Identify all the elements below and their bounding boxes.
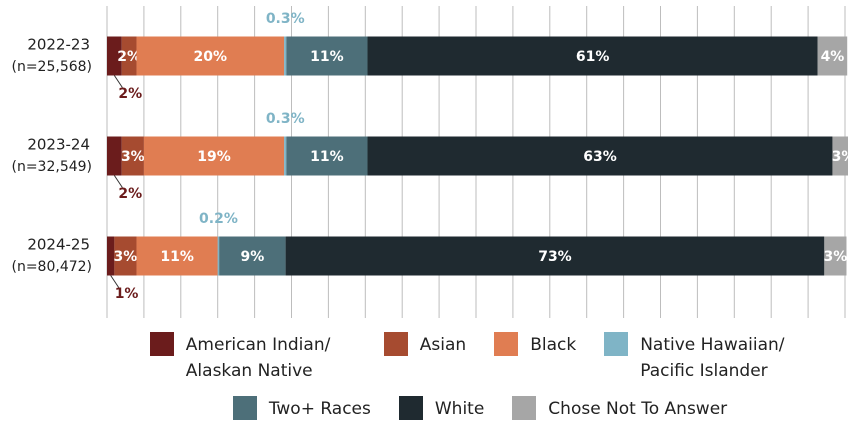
value-label: 3%: [832, 149, 848, 165]
legend-swatch: [494, 332, 519, 356]
sample-size: (n=25,568): [11, 59, 92, 75]
legend-swatch: [149, 332, 174, 356]
value-label: 3%: [121, 149, 145, 165]
value-label: 2%: [117, 49, 141, 65]
value-label: 61%: [576, 49, 610, 65]
value-label: 73%: [538, 249, 572, 265]
legend-swatch: [604, 332, 629, 356]
legend-item: White: [398, 396, 485, 422]
legend-swatch: [398, 396, 423, 420]
bar-segment: [219, 236, 286, 276]
legend-item: Asian: [383, 332, 467, 384]
legend: American Indian/ Alaskan Native Asian Blac…: [120, 332, 840, 422]
bar-segment: [284, 136, 287, 176]
bar-segment: [121, 36, 137, 76]
bar-segment: [285, 236, 825, 276]
value-label: 2%: [118, 186, 142, 202]
legend-label: Black: [530, 335, 577, 355]
legend-item: Black: [494, 332, 576, 384]
bar-segment: [284, 36, 287, 76]
category-label: 2024-25: [27, 236, 90, 254]
value-label: 20%: [194, 49, 228, 65]
bar-segment: [121, 136, 144, 176]
value-label: 11%: [310, 49, 344, 65]
leader-line: [113, 75, 123, 88]
legend-label: Native Hawaiian/ Pacific Islander: [640, 335, 785, 381]
legend-label: Chose Not To Answer: [548, 399, 728, 419]
legend-swatch: [383, 332, 408, 356]
bar-segment: [136, 236, 218, 276]
bar-segment: [286, 136, 368, 176]
bar-segment: [824, 236, 847, 276]
value-label: 0.2%: [199, 211, 238, 227]
legend-label: Asian: [419, 335, 467, 355]
legend-item: American Indian/ Alaskan Native: [149, 332, 356, 384]
bar-segment: [136, 36, 285, 76]
legend-swatch: [232, 396, 257, 420]
bar-segment: [286, 36, 368, 76]
value-label: 4%: [821, 49, 845, 65]
value-label: 0.3%: [266, 11, 305, 27]
category-label: 2023-24: [27, 136, 90, 154]
leader-line: [110, 275, 120, 288]
value-label: 3%: [114, 249, 138, 265]
value-label: 3%: [824, 249, 848, 265]
legend-label: American Indian/ Alaskan Native: [185, 335, 331, 381]
category-label: 2022-23: [27, 36, 90, 54]
value-label: 63%: [583, 149, 617, 165]
bar-segment: [217, 236, 220, 276]
value-label: 11%: [160, 249, 194, 265]
value-label: 11%: [310, 149, 344, 165]
sample-size: (n=32,549): [11, 159, 92, 175]
value-label: 2%: [118, 86, 142, 102]
legend-item: Two+ Races: [232, 396, 371, 422]
sample-size: (n=80,472): [11, 259, 92, 275]
value-label: 1%: [115, 286, 139, 302]
bar-segment: [107, 36, 122, 76]
bar-segment: [367, 36, 818, 76]
bar-segment: [143, 136, 285, 176]
bar-segment: [817, 36, 848, 76]
legend-item: Native Hawaiian/ Pacific Islander: [604, 332, 810, 384]
legend-label: White: [434, 399, 485, 419]
legend-label: Two+ Races: [268, 399, 371, 419]
legend-swatch: [512, 396, 537, 420]
bar-segment: [114, 236, 137, 276]
value-label: 0.3%: [266, 111, 305, 127]
leader-line: [113, 175, 123, 188]
bar-segment: [107, 136, 122, 176]
bar-segment: [367, 136, 833, 176]
legend-item: Chose Not To Answer: [512, 396, 727, 422]
bar-segment: [832, 136, 848, 176]
value-label: 19%: [197, 149, 231, 165]
bar-segment: [107, 236, 115, 276]
value-label: 9%: [240, 249, 264, 265]
